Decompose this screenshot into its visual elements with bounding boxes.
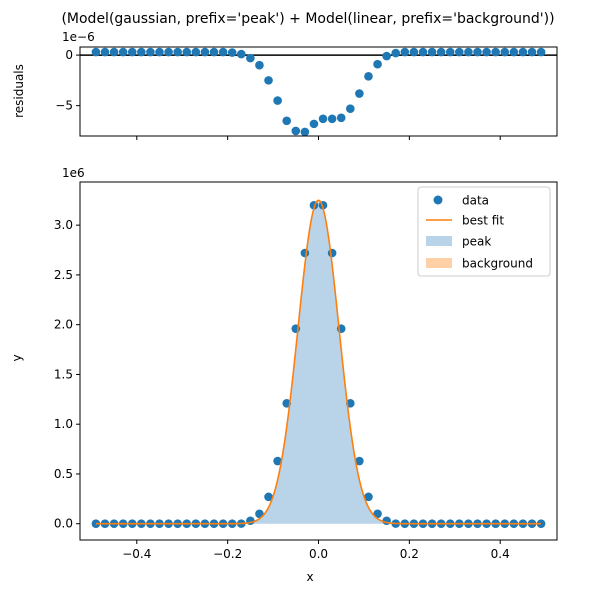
residual-point [418,47,428,57]
fit-xlabel: x [306,570,313,584]
residual-point [246,53,255,63]
residuals-y-tick-label: 0 [65,48,73,62]
fit-x-tick-label: 0.2 [400,547,419,561]
residual-point [155,47,164,57]
residual-point [355,89,364,98]
fit-axes-frame [79,181,558,541]
residual-point [364,72,373,81]
residuals-panel: 1e−6 residuals 0 −5 [12,30,558,140]
fit-ylabel: y [10,354,24,361]
residual-point [327,114,337,124]
residual-point [209,47,219,57]
fit-offset-text: 1e6 [62,166,85,180]
residual-point [191,47,201,57]
residual-point [264,76,273,85]
legend-peak-swatch [426,236,452,246]
residuals-x-ticks [136,136,501,140]
residual-point [137,47,146,57]
legend-data-label: data [462,194,489,208]
fit-y-tick-label: 3.0 [54,218,73,232]
fit-y-ticks: 0.0 0.5 1.0 1.5 2.0 2.5 3.0 [54,218,80,531]
fit-y-tick-label: 1.0 [54,417,73,431]
legend: data best fit peak background [417,186,551,277]
residual-point [91,47,101,57]
fit-x-tick-label: 0.4 [491,547,510,561]
residual-point [346,104,355,113]
residual-point [100,47,110,57]
legend-background-label: background [462,257,533,271]
best-fit-line [95,199,542,525]
legend-background-swatch [426,258,452,268]
residual-point [200,47,210,57]
data-point [91,519,101,529]
data-point [364,492,373,502]
fit-x-ticks: −0.4 −0.2 0.0 0.2 0.4 [122,540,510,561]
legend-peak-label: peak [462,235,491,249]
figure-title: (Model(gaussian, prefix='peak') + Model(… [61,11,554,27]
peak-fill-area [95,200,542,524]
residuals-offset-text: 1e−6 [62,30,95,44]
residual-point [146,47,155,57]
residual-point [500,47,510,57]
residual-point [164,47,173,57]
residual-point [409,47,419,57]
data-point [264,492,273,502]
data-point [355,456,364,466]
residual-point [445,47,455,57]
fit-x-tick-label: 0.0 [309,547,328,561]
data-point [327,248,337,258]
legend-box [417,186,551,277]
residual-point [400,47,410,57]
residual-point [227,48,237,57]
residuals-points [91,47,546,137]
residual-point [336,113,346,123]
fit-y-tick-label: 2.5 [54,268,73,282]
residual-point [455,47,464,57]
data-point [300,248,310,258]
residual-point [300,127,310,137]
residual-point [109,47,119,57]
residual-point [427,47,437,57]
legend-data-marker [433,195,443,205]
residual-point [536,47,546,57]
residual-point [127,47,137,57]
residual-point [509,47,519,57]
residual-point [527,47,537,57]
residual-point [518,47,528,57]
residual-point [236,49,246,59]
data-point [273,456,282,466]
residual-point [482,47,491,57]
residual-point [173,47,182,57]
fit-x-tick-label: −0.4 [122,547,151,561]
fit-y-tick-label: 1.5 [54,367,73,381]
residuals-y-ticks: 0 −5 [55,48,80,113]
residual-point [182,47,192,57]
residual-point [309,119,319,129]
residual-point [255,60,264,70]
residual-point [318,114,328,124]
residual-point [464,47,473,57]
residual-point [282,116,292,126]
residuals-y-tick-label: −5 [55,99,73,113]
residual-point [118,47,128,57]
residual-point [382,51,391,61]
residual-point [273,96,282,105]
residual-point [373,59,382,69]
fit-y-tick-label: 2.0 [54,318,73,332]
residual-point [491,47,500,57]
residuals-ylabel: residuals [12,64,26,118]
residuals-axes-frame [79,46,558,137]
residual-point [391,48,401,58]
residual-point [473,47,482,57]
fit-y-tick-label: 0.5 [54,467,73,481]
legend-best-fit-label: best fit [462,214,504,228]
residual-point [291,126,301,136]
fit-y-tick-label: 0.0 [54,517,73,531]
residual-point [436,47,446,57]
fit-x-tick-label: −0.2 [213,547,242,561]
residual-point [218,47,228,57]
fit-panel: 1e6 y x 0.0 0.5 1.0 1.5 2.0 2.5 3.0 −0.4 −0.2 0.… [10,166,558,584]
